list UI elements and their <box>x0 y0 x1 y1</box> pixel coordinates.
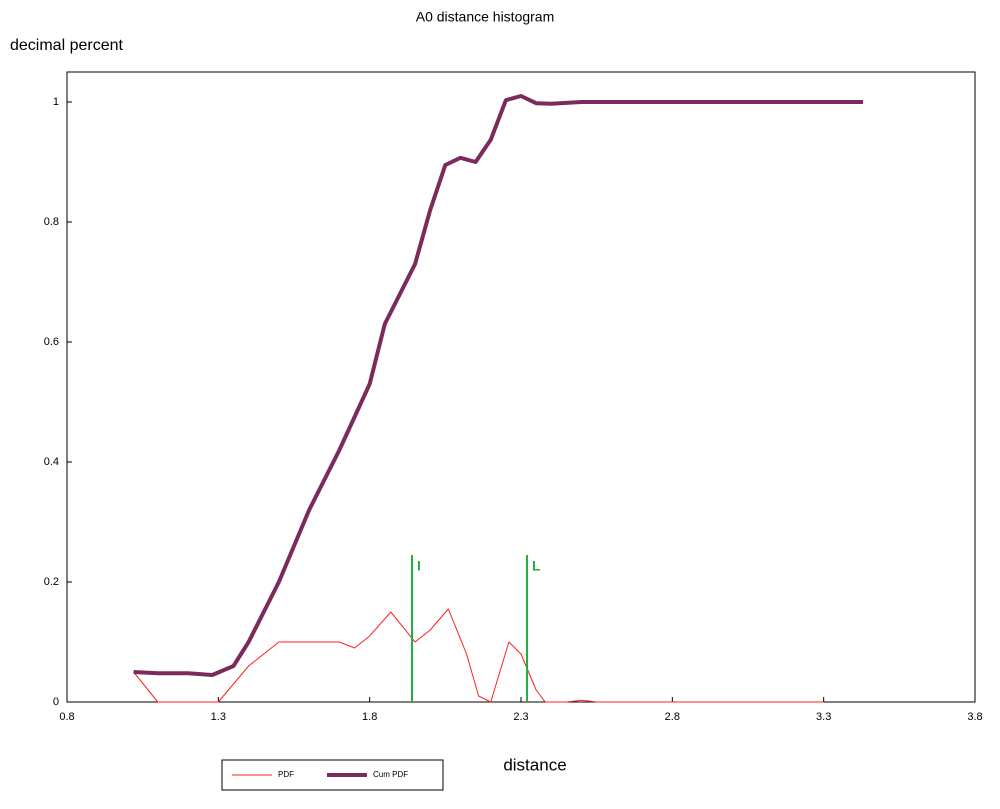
y-tick-label: 0.8 <box>44 216 59 228</box>
marker-label: I <box>417 558 421 574</box>
y-tick-label: 0.6 <box>44 336 59 348</box>
x-tick-label: 2.3 <box>513 711 528 723</box>
series-line <box>133 608 824 703</box>
y-tick-label: 1 <box>53 96 59 108</box>
x-axis-label: distance <box>503 755 566 774</box>
x-tick-label: 1.3 <box>211 711 226 723</box>
series-line <box>133 94 864 677</box>
plot-frame <box>66 71 976 703</box>
y-tick-label: 0.2 <box>44 576 59 588</box>
legend-label: PDF <box>278 770 294 779</box>
y-tick-label: 0.4 <box>44 456 59 468</box>
y-axis-label: decimal percent <box>10 37 124 54</box>
x-tick-label: 0.8 <box>59 711 74 723</box>
legend-label: Cum PDF <box>373 770 408 779</box>
chart-title: A0 distance histogram <box>416 9 555 25</box>
x-tick-label: 1.8 <box>362 711 377 723</box>
x-tick-label: 3.3 <box>816 711 831 723</box>
x-tick-label: 2.8 <box>665 711 680 723</box>
marker-label: L <box>532 558 541 574</box>
y-tick-label: 0 <box>53 696 59 708</box>
x-tick-label: 3.8 <box>967 711 982 723</box>
